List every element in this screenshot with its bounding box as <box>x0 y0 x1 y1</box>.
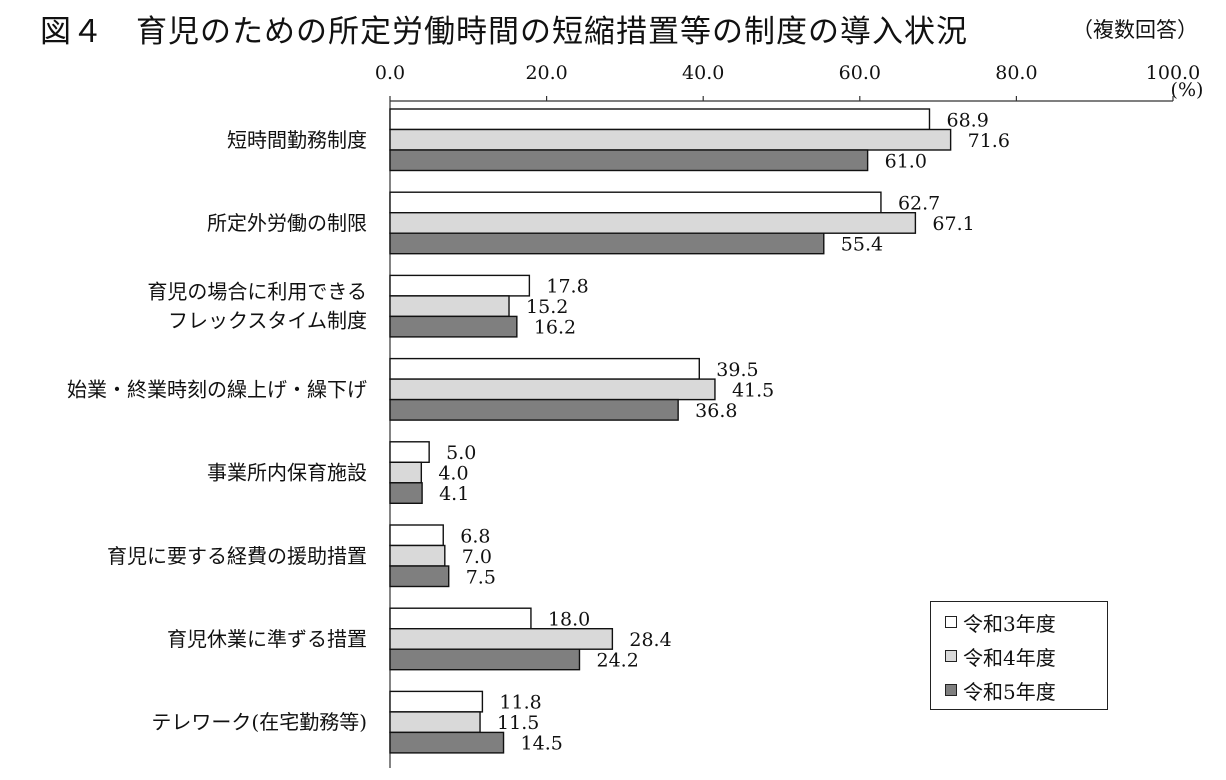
bar <box>389 607 532 630</box>
value-label: 67.1 <box>932 213 974 235</box>
x-axis: 0.0 20.0 40.0 60.0 80.0 100.0(%) <box>375 62 1204 768</box>
value-label: 4.0 <box>438 463 468 485</box>
value-label: 16.2 <box>534 317 576 339</box>
chart-note: （複数回答） <box>1072 18 1198 42</box>
legend-item-series-1: 令和3年度 <box>945 608 1056 636</box>
x-tick-label: 100.0 <box>1146 62 1200 84</box>
bar <box>389 398 679 421</box>
category-label: テレワーク(在宅勤務等) <box>151 710 367 734</box>
value-label: 55.4 <box>841 233 883 255</box>
bar <box>389 211 917 234</box>
bar <box>389 108 931 131</box>
value-label: 18.0 <box>548 608 590 630</box>
value-label: 36.8 <box>695 400 737 422</box>
category-label: フレックスタイム制度 <box>168 309 367 333</box>
category-label: 育児の場合に利用できる <box>147 280 367 304</box>
legend-swatch-series-1 <box>945 616 957 628</box>
value-label: 4.1 <box>439 483 469 505</box>
bar <box>389 628 614 650</box>
legend-item-series-2: 令和4年度 <box>945 642 1056 670</box>
value-label: 5.0 <box>446 442 476 464</box>
bar <box>389 149 869 172</box>
labels: 68.971.6 61.0 短時間勤務制度 62.767.1 55.4 所定外労働の制限 1… <box>67 109 1010 754</box>
bar <box>389 378 716 401</box>
value-label: 28.4 <box>629 629 671 651</box>
x-tick-label: 80.0 <box>995 62 1037 84</box>
bar <box>389 565 450 588</box>
chart-title: 図４ 育児のための所定労働時間の短縮措置等の制度の導入状況 <box>40 14 968 50</box>
bar <box>389 441 430 463</box>
bar <box>389 315 518 338</box>
x-tick-label: 40.0 <box>682 62 724 84</box>
axis-unit-label: (%) <box>1171 79 1204 101</box>
value-label: 15.2 <box>526 296 568 318</box>
value-label: 11.8 <box>499 692 541 714</box>
category-label: 短時間勤務制度 <box>227 128 367 152</box>
bar <box>389 274 531 297</box>
bar <box>389 648 581 671</box>
category-label: 育児に要する経費の援助措置 <box>107 544 367 568</box>
bar <box>389 295 510 318</box>
bars <box>389 108 952 754</box>
legend-swatch-series-3 <box>945 684 957 696</box>
value-label: 14.5 <box>521 733 563 755</box>
bar <box>389 711 481 734</box>
category-label: 事業所内保育施設 <box>207 461 367 485</box>
bar <box>389 128 952 151</box>
bar <box>389 357 700 380</box>
value-label: 62.7 <box>898 192 940 214</box>
category-label: 育児休業に準ずる措置 <box>167 627 367 651</box>
x-tick-label: 20.0 <box>525 62 567 84</box>
value-label: 68.9 <box>946 109 988 131</box>
value-label: 41.5 <box>732 379 774 401</box>
value-label: 61.0 <box>885 150 927 172</box>
x-tick-label: 60.0 <box>839 62 881 84</box>
legend-label-series-2: 令和4年度 <box>963 645 1056 670</box>
x-tick-label: 0.0 <box>375 62 405 84</box>
legend-swatch-series-2 <box>945 650 957 662</box>
value-label: 24.2 <box>596 649 638 671</box>
value-label: 71.6 <box>968 130 1010 152</box>
bar <box>389 482 423 504</box>
value-label: 7.5 <box>466 566 496 588</box>
bar <box>389 461 423 484</box>
bar <box>389 232 825 255</box>
legend-label-series-3: 令和5年度 <box>963 679 1056 704</box>
value-label: 11.5 <box>497 712 539 734</box>
legend-label-series-1: 令和3年度 <box>963 611 1056 636</box>
bar <box>389 191 882 214</box>
value-label: 7.0 <box>462 546 492 568</box>
category-label: 始業・終業時刻の繰上げ・繰下げ <box>67 377 367 401</box>
legend: 令和3年度 令和4年度 令和5年度 <box>930 601 1108 710</box>
value-label: 17.8 <box>546 276 588 298</box>
value-label: 6.8 <box>460 525 490 547</box>
bar <box>389 690 484 713</box>
bar <box>389 731 505 754</box>
bar <box>389 524 444 547</box>
legend-item-series-3: 令和5年度 <box>945 676 1056 704</box>
value-label: 39.5 <box>716 359 758 381</box>
category-label: 所定外労働の制限 <box>207 211 367 235</box>
bar <box>389 544 446 567</box>
